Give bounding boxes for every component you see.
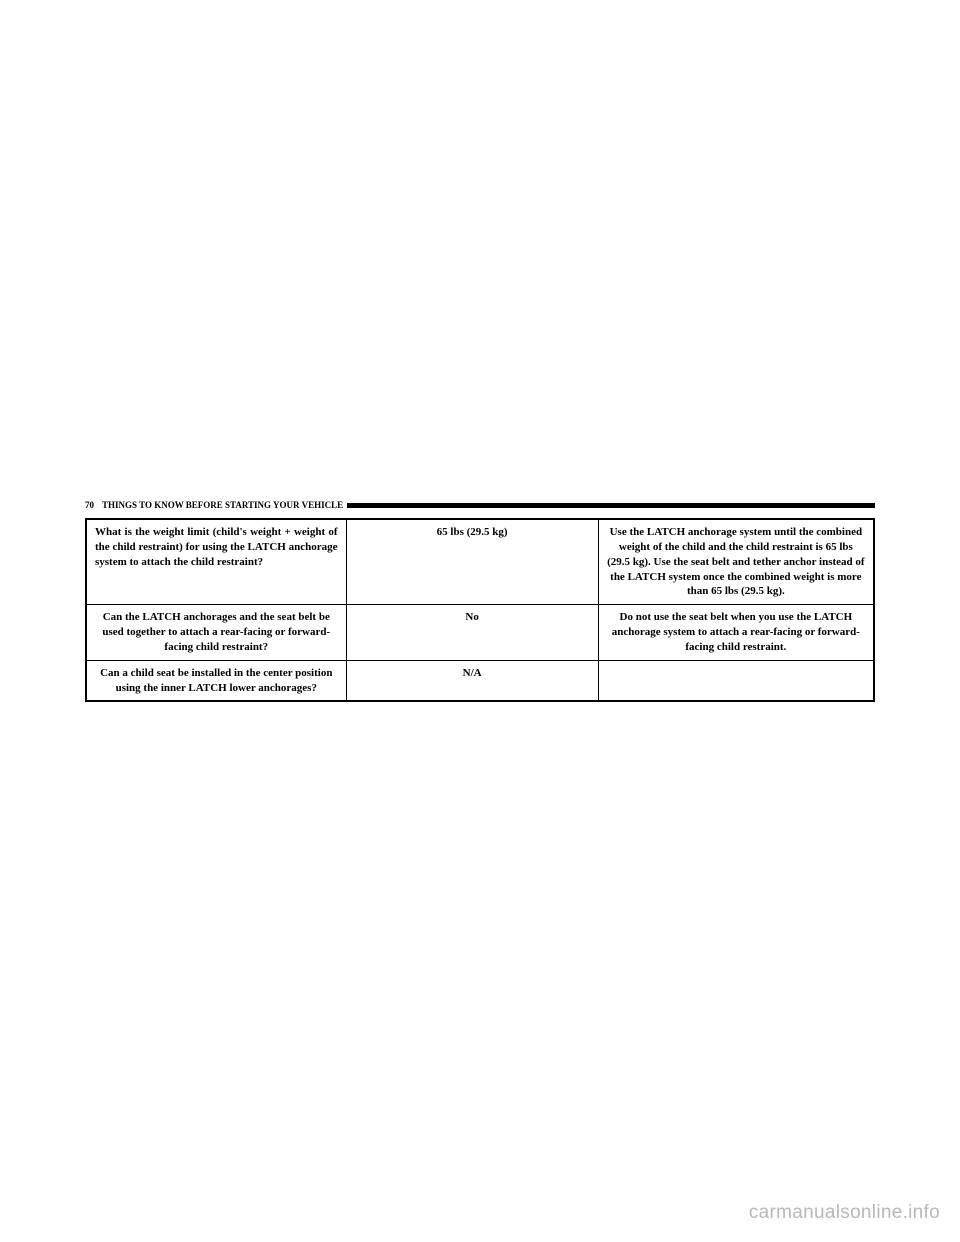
cell-detail: Do not use the seat belt when you use th… xyxy=(598,605,874,661)
cell-question: What is the weight limit (child's weight… xyxy=(86,519,346,605)
table-row: What is the weight limit (child's weight… xyxy=(86,519,874,605)
cell-question: Can the LATCH anchorages and the seat be… xyxy=(86,605,346,661)
cell-detail xyxy=(598,660,874,701)
table-row: Can a child seat be installed in the cen… xyxy=(86,660,874,701)
latch-table: What is the weight limit (child's weight… xyxy=(85,518,875,702)
cell-detail: Use the LATCH anchorage system until the… xyxy=(598,519,874,605)
page-content: 70 THINGS TO KNOW BEFORE STARTING YOUR V… xyxy=(85,500,875,702)
watermark: carmanualsonline.info xyxy=(749,1202,940,1224)
cell-answer: 65 lbs (29.5 kg) xyxy=(346,519,598,605)
section-title: THINGS TO KNOW BEFORE STARTING YOUR VEHI… xyxy=(102,500,343,510)
cell-answer: N/A xyxy=(346,660,598,701)
header-rule xyxy=(347,503,875,508)
page-number: 70 xyxy=(85,500,94,510)
table-row: Can the LATCH anchorages and the seat be… xyxy=(86,605,874,661)
page-header: 70 THINGS TO KNOW BEFORE STARTING YOUR V… xyxy=(85,500,875,510)
cell-answer: No xyxy=(346,605,598,661)
cell-question: Can a child seat be installed in the cen… xyxy=(86,660,346,701)
